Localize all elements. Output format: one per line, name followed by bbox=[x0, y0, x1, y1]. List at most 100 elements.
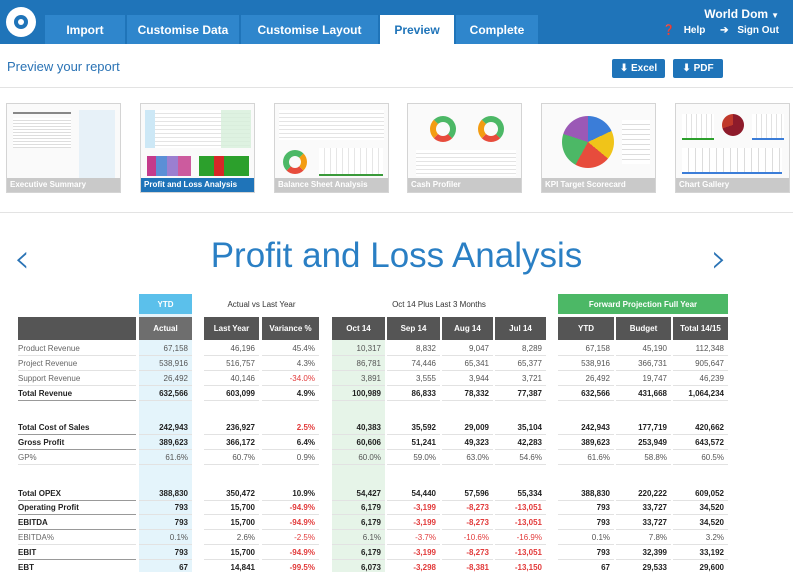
thumb-graphic bbox=[430, 116, 456, 142]
table-cell: 350,472 bbox=[204, 486, 259, 501]
table-row-label: EBITDA bbox=[18, 515, 136, 530]
thumbnail-chart-gallery[interactable]: Chart Gallery bbox=[675, 103, 790, 193]
table-cell: 366,731 bbox=[616, 356, 671, 371]
thumbnail-executive-summary[interactable]: Executive Summary bbox=[6, 103, 121, 193]
table-cell: 632,566 bbox=[558, 386, 614, 401]
table-row-label: Product Revenue bbox=[18, 341, 136, 356]
table-cell: 67 bbox=[139, 560, 192, 572]
table-cell: 366,172 bbox=[204, 435, 259, 450]
table-cell: 3,891 bbox=[332, 371, 385, 386]
tab-preview[interactable]: Preview bbox=[380, 15, 454, 44]
thumb-graphic bbox=[221, 110, 251, 148]
thumbnail-kpi-scorecard[interactable]: KPI Target Scorecard bbox=[541, 103, 656, 193]
table-cell: 6,179 bbox=[332, 515, 385, 530]
table-cell: 14,841 bbox=[204, 560, 259, 572]
table-cell: 793 bbox=[558, 515, 614, 530]
table-cell: -13,051 bbox=[495, 515, 546, 530]
previous-report-arrow-icon[interactable]: ‹ bbox=[14, 236, 30, 282]
table-cell: 77,387 bbox=[495, 386, 546, 401]
table-cell: 431,668 bbox=[616, 386, 671, 401]
col-header-actual: Actual bbox=[139, 317, 192, 340]
table-cell: 42,283 bbox=[495, 435, 546, 450]
tab-customise-data[interactable]: Customise Data bbox=[127, 15, 239, 44]
sign-out-link[interactable]: ➔ Sign Out bbox=[714, 25, 779, 36]
sign-out-label: Sign Out bbox=[737, 25, 779, 36]
thumb-graphic bbox=[416, 150, 516, 176]
col-header-sep14: Sep 14 bbox=[387, 317, 440, 340]
user-menu: World Dom ▼ ❓ Help ➔ Sign Out bbox=[650, 7, 779, 36]
thumbnail-balance-sheet[interactable]: Balance Sheet Analysis bbox=[274, 103, 389, 193]
table-cell: 905,647 bbox=[673, 356, 728, 371]
group-header-actual-vs-last-year: Actual vs Last Year bbox=[227, 299, 296, 309]
user-name-dropdown[interactable]: World Dom ▼ bbox=[650, 7, 779, 21]
thumbnail-caption: Cash Profiler bbox=[408, 178, 521, 192]
table-cell: -3,199 bbox=[387, 500, 440, 515]
table-cell: -16.9% bbox=[495, 530, 546, 545]
table-cell: 26,492 bbox=[558, 371, 614, 386]
question-icon: ❓ bbox=[662, 25, 675, 36]
table-cell: 793 bbox=[558, 545, 614, 560]
thumbnail-profit-and-loss[interactable]: Profit and Loss Analysis bbox=[140, 103, 255, 193]
caret-down-icon: ▼ bbox=[771, 11, 779, 20]
table-cell: 0.9% bbox=[262, 450, 319, 465]
table-cell: 2.6% bbox=[204, 530, 259, 545]
table-cell: -94.9% bbox=[262, 545, 319, 560]
report-title: Profit and Loss Analysis bbox=[210, 236, 583, 275]
app-logo-icon[interactable] bbox=[6, 7, 36, 37]
table-cell: 603,099 bbox=[204, 386, 259, 401]
table-cell: 33,727 bbox=[616, 500, 671, 515]
table-cell: 45.4% bbox=[262, 341, 319, 356]
table-cell: 19,747 bbox=[616, 371, 671, 386]
help-link[interactable]: ❓ Help bbox=[656, 25, 705, 36]
table-cell: 6.4% bbox=[262, 435, 319, 450]
table-cell: 1,064,234 bbox=[673, 386, 728, 401]
export-excel-button[interactable]: ⬇ Excel bbox=[612, 59, 665, 78]
table-cell: 793 bbox=[139, 515, 192, 530]
table-cell: 6.1% bbox=[332, 530, 385, 545]
table-cell: 40,383 bbox=[332, 420, 385, 435]
table-cell: 49,323 bbox=[442, 435, 493, 450]
table-cell: 538,916 bbox=[139, 356, 192, 371]
table-cell: 61.6% bbox=[139, 450, 192, 465]
export-pdf-button[interactable]: ⬇ PDF bbox=[673, 59, 723, 78]
table-cell: 54,427 bbox=[332, 486, 385, 501]
next-report-arrow-icon[interactable]: › bbox=[711, 236, 727, 282]
table-cell: 8,832 bbox=[387, 341, 440, 356]
table-cell: 46,196 bbox=[204, 341, 259, 356]
thumb-graphic bbox=[682, 148, 782, 174]
table-row-label: Total OPEX bbox=[18, 486, 136, 501]
table-row-label: Project Revenue bbox=[18, 356, 136, 371]
table-cell: -10.6% bbox=[442, 530, 493, 545]
tab-customise-layout[interactable]: Customise Layout bbox=[241, 15, 378, 44]
col-header-budget: Budget bbox=[616, 317, 671, 340]
table-cell: 67 bbox=[558, 560, 614, 572]
table-cell: 793 bbox=[558, 500, 614, 515]
table-row-label: EBT bbox=[18, 560, 136, 572]
thumb-graphic bbox=[145, 110, 155, 148]
table-cell: -94.9% bbox=[262, 515, 319, 530]
table-cell: 33,727 bbox=[616, 515, 671, 530]
table-cell: -94.9% bbox=[262, 500, 319, 515]
thumbnail-cash-profiler[interactable]: Cash Profiler bbox=[407, 103, 522, 193]
table-cell: 516,757 bbox=[204, 356, 259, 371]
table-cell: -3,199 bbox=[387, 515, 440, 530]
table-cell: 236,927 bbox=[204, 420, 259, 435]
table-cell: 112,348 bbox=[673, 341, 728, 356]
table-cell: 60,606 bbox=[332, 435, 385, 450]
thumb-graphic bbox=[79, 110, 115, 178]
tab-complete[interactable]: Complete bbox=[456, 15, 538, 44]
table-row-label: Gross Profit bbox=[18, 435, 136, 450]
table-cell: 60.0% bbox=[332, 450, 385, 465]
tab-import[interactable]: Import bbox=[45, 15, 125, 44]
table-cell: 10,317 bbox=[332, 341, 385, 356]
table-cell: 60.7% bbox=[204, 450, 259, 465]
table-row-label: Total Revenue bbox=[18, 386, 136, 401]
table-cell: 63.0% bbox=[442, 450, 493, 465]
col-header-total: Total 14/15 bbox=[673, 317, 728, 340]
table-cell: -13,150 bbox=[495, 560, 546, 572]
table-cell: -3.7% bbox=[387, 530, 440, 545]
table-cell: 67,158 bbox=[139, 341, 192, 356]
table-cell: 10.9% bbox=[262, 486, 319, 501]
top-navigation-bar: Import Customise Data Customise Layout P… bbox=[0, 0, 793, 44]
table-cell: 6,179 bbox=[332, 500, 385, 515]
